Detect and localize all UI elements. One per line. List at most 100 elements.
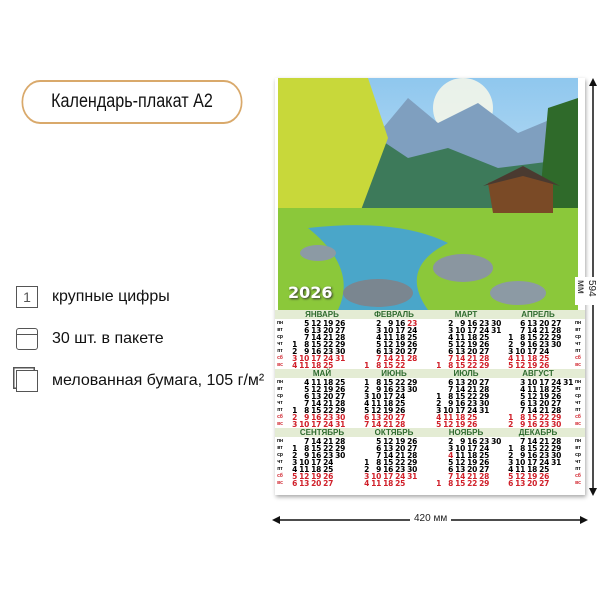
calendar-day: 12: [383, 340, 393, 349]
calendar-day: 10: [299, 458, 309, 467]
weekday-label: сб: [575, 473, 581, 479]
calendar-day: 10: [371, 392, 381, 401]
calendar-day: 8: [376, 458, 381, 467]
calendar-day: 3: [292, 458, 297, 467]
calendar-day: 15: [311, 340, 321, 349]
calendar-day: 27: [335, 326, 345, 335]
calendar-day: 7: [304, 333, 309, 342]
calendar-day: 9: [520, 451, 525, 460]
calendar-day: 7: [520, 437, 525, 446]
calendar-day: 1: [292, 444, 297, 453]
calendar-day: 18: [527, 354, 537, 363]
calendar-day: 1: [436, 361, 441, 370]
calendar-day: 4: [292, 465, 297, 474]
calendar-day: 16: [467, 437, 477, 446]
calendar-day: 2: [292, 451, 297, 460]
calendar-day: 22: [395, 378, 405, 387]
calendar-day: 11: [515, 465, 525, 474]
calendar-day: 17: [311, 458, 321, 467]
calendar-day: 2: [292, 347, 297, 356]
calendar-day: 13: [383, 347, 393, 356]
calendar-day: 13: [383, 444, 393, 453]
calendar-day: 26: [539, 472, 549, 481]
calendar-day: 11: [383, 333, 393, 342]
calendar-day: 21: [395, 354, 405, 363]
calendar-day: 17: [527, 347, 537, 356]
calendar-poster: 2026 ЯНВАРЬ ФЕВРАЛЬ МАРТ АПРЕЛЬ пн пн вт вт ср ср…: [275, 78, 585, 495]
calendar-day: 2: [376, 319, 381, 328]
calendar-day: 27: [539, 479, 549, 488]
feature-large-digits: 1 крупные цифры: [16, 286, 170, 308]
calendar-day: 4: [508, 465, 513, 474]
calendar-day: 21: [383, 420, 393, 429]
calendar-day: 20: [311, 479, 321, 488]
calendar-day: 18: [383, 479, 393, 488]
calendar-day: 28: [479, 472, 489, 481]
month-name: ДЕКАБРЬ: [518, 428, 558, 437]
calendar-day: 9: [376, 465, 381, 474]
month-name: ЯНВАРЬ: [305, 310, 339, 319]
weekday-label: вс: [575, 421, 581, 427]
calendar-day: 3: [520, 378, 525, 387]
weekday-label: вс: [277, 362, 283, 368]
calendar-day: 29: [551, 333, 561, 342]
calendar-day: 29: [407, 378, 417, 387]
calendar-day: 18: [383, 399, 393, 408]
calendar-day: 1: [508, 333, 513, 342]
calendar-day: 16: [455, 399, 465, 408]
calendar-day: 7: [448, 354, 453, 363]
calendar-day: 19: [395, 437, 405, 446]
calendar-day: 7: [376, 451, 381, 460]
calendar-day: 17: [383, 472, 393, 481]
weekday-label: вт: [575, 445, 581, 451]
calendar-day: 15: [383, 361, 393, 370]
calendar-day: 5: [448, 458, 453, 467]
weekday-label: сб: [575, 355, 581, 361]
calendar-day: 14: [383, 451, 393, 460]
calendar-day: 2: [508, 451, 513, 460]
calendar-day: 25: [479, 333, 489, 342]
calendar-day: 29: [407, 458, 417, 467]
calendar-day: 30: [551, 420, 561, 429]
calendar-day: 4: [508, 354, 513, 363]
calendar-day: 10: [527, 378, 537, 387]
calendar-day: 6: [520, 319, 525, 328]
calendar-day: 14: [527, 437, 537, 446]
calendar-day: 8: [520, 444, 525, 453]
calendar-day: 29: [479, 479, 489, 488]
calendar-day: 16: [527, 420, 537, 429]
product-title: Календарь-плакат А2: [21, 80, 243, 124]
calendar-day: 27: [479, 378, 489, 387]
calendar-day: 8: [304, 406, 309, 415]
calendar-day: 28: [395, 420, 405, 429]
calendar-day: 31: [407, 472, 417, 481]
calendar-day: 12: [311, 319, 321, 328]
calendar-day: 22: [539, 413, 549, 422]
calendar-day: 17: [527, 458, 537, 467]
calendar-day: 3: [508, 458, 513, 467]
calendar-day: 7: [520, 406, 525, 415]
weekday-label: пт: [575, 407, 581, 413]
calendar-day: 8: [448, 479, 453, 488]
calendar-day: 4: [304, 378, 309, 387]
calendar-day: 3: [508, 347, 513, 356]
calendar-day: 25: [395, 479, 405, 488]
calendar-day: 10: [299, 354, 309, 363]
calendar-day: 2: [292, 413, 297, 422]
calendar-day: 13: [371, 413, 381, 422]
month-name: ФЕВРАЛЬ: [374, 310, 414, 319]
calendar-day: 28: [479, 354, 489, 363]
calendar-day: 14: [455, 472, 465, 481]
calendar-day: 25: [323, 465, 333, 474]
calendar-day: 17: [311, 420, 321, 429]
calendar-day: 21: [539, 437, 549, 446]
calendar-day: 16: [311, 413, 321, 422]
calendar-day: 23: [395, 465, 405, 474]
calendar-day: 9: [304, 347, 309, 356]
weekday-label: чт: [575, 459, 581, 465]
calendar-day: 5: [364, 406, 369, 415]
landscape-photo: 2026: [278, 78, 578, 310]
calendar-day: 26: [407, 437, 417, 446]
calendar-day: 28: [335, 333, 345, 342]
calendar-day: 30: [491, 437, 501, 446]
